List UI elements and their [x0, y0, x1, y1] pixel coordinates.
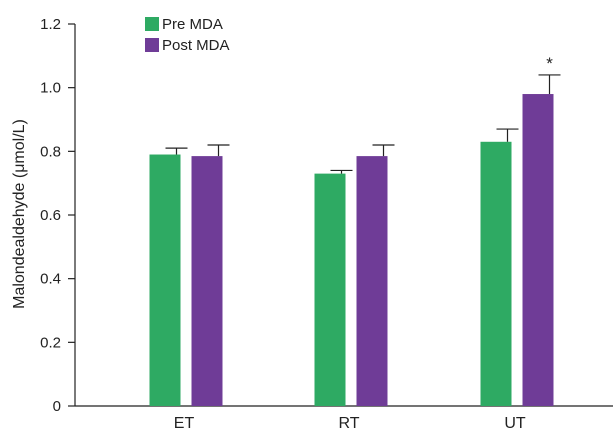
- significance-marker: *: [546, 54, 553, 73]
- bar-rt-pre: [314, 173, 346, 406]
- category-label: UT: [504, 415, 526, 432]
- y-tick-label: 0: [53, 398, 61, 415]
- y-tick-label: 0.2: [40, 334, 61, 351]
- legend-label: Post MDA: [162, 37, 230, 54]
- bars: [149, 74, 561, 407]
- bar-et-post: [191, 156, 223, 406]
- bar-ut-pre: [480, 141, 512, 407]
- y-ticks: 0 0.2 0.4 0.6 0.8 1.0 1.2: [40, 16, 75, 415]
- category-label: ET: [174, 415, 195, 432]
- legend: Pre MDA Post MDA: [145, 16, 230, 54]
- category-label: RT: [338, 415, 359, 432]
- bar-et-pre: [149, 154, 181, 406]
- y-tick-label: 1.0: [40, 80, 61, 97]
- legend-swatch: [145, 38, 159, 52]
- annotations: *: [546, 54, 553, 73]
- legend-label: Pre MDA: [162, 16, 223, 33]
- y-axis-title: Malondealdehyde (μmol/L): [11, 119, 28, 309]
- bar-rt-post: [356, 156, 388, 406]
- bar-ut-post: [522, 94, 554, 407]
- y-tick-label: 1.2: [40, 16, 61, 33]
- y-tick-label: 0.6: [40, 207, 61, 224]
- category-labels: ET RT UT: [174, 415, 526, 432]
- y-tick-label: 0.4: [40, 271, 61, 288]
- legend-swatch: [145, 17, 159, 31]
- y-tick-label: 0.8: [40, 143, 61, 160]
